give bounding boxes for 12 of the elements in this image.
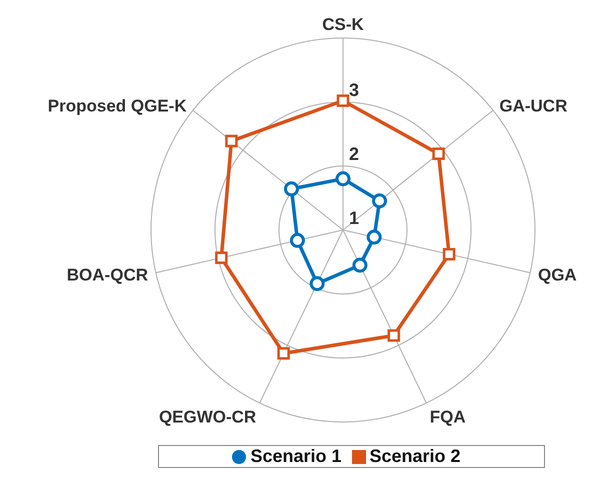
spoke-label: FQA <box>430 407 466 426</box>
legend-label: Scenario 2 <box>370 446 461 466</box>
spoke-label: GA-UCR <box>499 96 568 116</box>
y-tick-label: 2 <box>349 144 360 164</box>
y-tick-label: 1 <box>349 208 360 228</box>
spoke-label: Proposed QGE-K <box>48 96 188 116</box>
y-tick-label: 3 <box>349 80 360 100</box>
spoke-label: QEGWO-CR <box>158 407 256 426</box>
spoke-label: CS-K <box>322 15 364 34</box>
legend-label: Scenario 1 <box>250 446 342 466</box>
spoke-label: BOA-QCR <box>66 266 148 285</box>
spoke-label: QGA <box>538 266 577 285</box>
